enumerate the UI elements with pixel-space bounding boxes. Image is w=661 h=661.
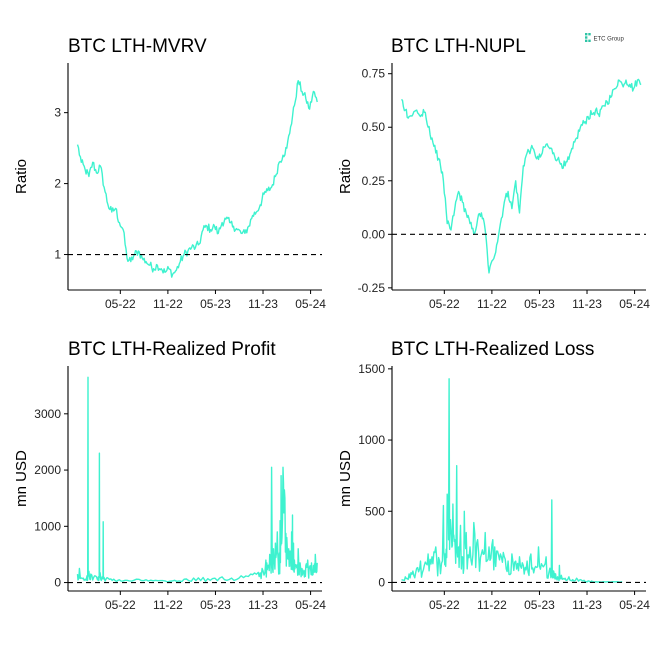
x-tick-label: 05-23 <box>200 297 231 311</box>
x-tick-label: 05-24 <box>619 598 650 612</box>
series-line <box>76 80 318 278</box>
y-tick-label: 1500 <box>358 362 385 376</box>
y-tick-label: -0.25 <box>358 281 386 295</box>
x-tick-label: 05-24 <box>295 297 326 311</box>
x-tick-label: 05-23 <box>524 598 555 612</box>
chart-title: BTC LTH-Realized Loss <box>391 339 594 360</box>
y-axis-title: Ratio <box>337 159 354 194</box>
chart-title: BTC LTH-MVRV <box>68 36 207 57</box>
y-tick-label: 3000 <box>34 407 61 421</box>
x-tick-label: 05-22 <box>429 598 460 612</box>
y-tick-label: 0.25 <box>362 174 386 188</box>
y-tick-label: 500 <box>365 504 385 518</box>
y-tick-label: 0 <box>54 576 61 590</box>
panel-lth-realized-loss: BTC LTH-Realized Loss mn USD 0 500 1000 1500 0… <box>337 339 650 612</box>
x-tick-label: 05-24 <box>295 598 326 612</box>
chart-title: BTC LTH-NUPL <box>391 36 526 57</box>
x-tick-label: 05-22 <box>105 598 136 612</box>
x-tick-label: 05-23 <box>200 598 231 612</box>
chart-title: BTC LTH-Realized Profit <box>68 339 276 360</box>
series-line <box>401 378 623 583</box>
y-tick-label: 0.50 <box>362 120 386 134</box>
y-axis-title: mn USD <box>337 450 354 507</box>
x-tick-label: 11-23 <box>572 598 602 612</box>
x-tick-label: 11-22 <box>153 297 183 311</box>
x-tick-label: 11-22 <box>477 598 507 612</box>
x-tick-label: 05-24 <box>619 297 650 311</box>
y-axis-title: mn USD <box>13 450 30 507</box>
x-tick-label: 11-23 <box>572 297 602 311</box>
y-axis-title: Ratio <box>13 159 30 194</box>
x-tick-label: 05-22 <box>429 297 460 311</box>
y-tick-label: 2000 <box>34 463 61 477</box>
y-tick-label: 0.75 <box>362 67 386 81</box>
x-tick-label: 11-23 <box>248 598 278 612</box>
y-tick-label: 1000 <box>34 519 61 533</box>
panel-lth-realized-profit: BTC LTH-Realized Profit mn USD 0 1000 2000 30… <box>13 339 326 612</box>
panel-lth-nupl: BTC LTH-NUPL Ratio -0.25 0.00 0.25 0.50 0.75 05… <box>337 36 650 311</box>
x-tick-label: 11-22 <box>477 297 507 311</box>
y-tick-label: 2 <box>54 177 61 191</box>
panel-lth-mvrv: BTC LTH-MVRV Ratio 1 2 3 05-22 11-22 05-23 11-23… <box>13 36 326 311</box>
y-tick-label: 1000 <box>358 433 385 447</box>
series-line <box>76 376 318 583</box>
x-tick-label: 05-22 <box>105 297 136 311</box>
logo-text: ETC Group <box>594 37 625 43</box>
y-tick-label: 1 <box>54 248 61 262</box>
y-tick-label: 0 <box>378 575 385 589</box>
etc-group-logo: ETC Group <box>585 33 625 43</box>
logo-mark-icon <box>585 33 591 42</box>
x-tick-label: 11-22 <box>153 598 183 612</box>
x-tick-label: 05-23 <box>524 297 555 311</box>
x-tick-label: 11-23 <box>248 297 278 311</box>
y-tick-label: 0.00 <box>362 227 386 241</box>
series-line <box>400 78 642 274</box>
y-tick-label: 3 <box>54 106 61 120</box>
